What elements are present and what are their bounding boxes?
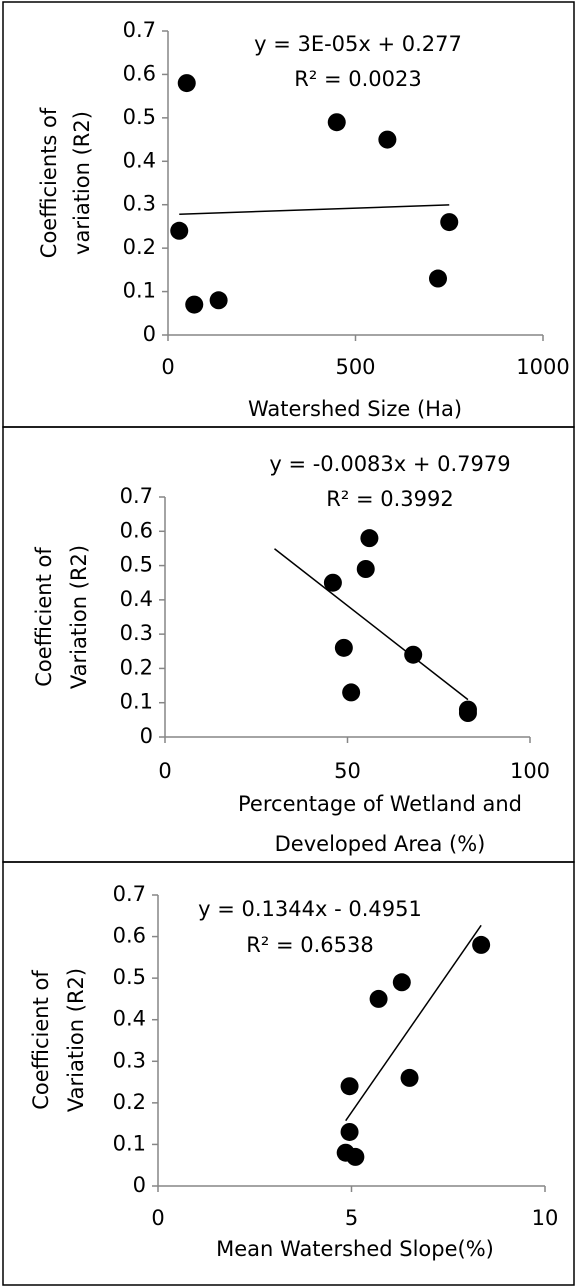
point xyxy=(400,1068,419,1087)
x-tick-label: 0 xyxy=(158,759,171,783)
point xyxy=(327,113,346,132)
y-tick-label: 0.4 xyxy=(113,1007,146,1031)
y-tick-label: 0.5 xyxy=(113,965,146,989)
x-tick-label: 0 xyxy=(151,1206,164,1230)
point xyxy=(177,74,196,93)
y-tick-label: 0.4 xyxy=(123,148,156,172)
point xyxy=(458,704,477,722)
point xyxy=(392,973,411,992)
y-tick-label: 0.3 xyxy=(123,192,156,216)
y-tick-label: 0.3 xyxy=(113,1048,146,1072)
x-tick-label: 1000 xyxy=(516,355,569,379)
x-axis-title: Developed Area (%) xyxy=(275,832,486,856)
y-tick-label: 0.5 xyxy=(123,105,156,129)
x-tick-label: 10 xyxy=(532,1206,559,1230)
panel-frame xyxy=(2,861,575,1286)
point xyxy=(209,291,228,310)
y-tick-label: 0 xyxy=(140,724,153,748)
trendline-equation: y = 0.1344x - 0.4951 xyxy=(198,897,422,921)
point xyxy=(369,989,388,1008)
y-axis-title: Variation (R2) xyxy=(67,545,91,689)
y-tick-label: 0.2 xyxy=(123,235,156,259)
point xyxy=(429,269,447,288)
y-axis-title: Coefficient of xyxy=(32,547,56,687)
y-axis-title: Coefficient of xyxy=(29,970,53,1110)
y-tick-label: 0 xyxy=(133,1173,146,1197)
x-tick-label: 50 xyxy=(334,759,361,783)
point xyxy=(185,295,204,314)
point xyxy=(170,221,189,240)
y-axis-title: variation (R2) xyxy=(70,111,94,255)
point xyxy=(404,645,423,664)
point xyxy=(323,573,342,592)
y-tick-label: 0.4 xyxy=(120,587,153,611)
y-tick-label: 0.7 xyxy=(120,484,153,508)
y-tick-label: 0.5 xyxy=(120,553,153,577)
y-tick-label: 0.1 xyxy=(123,279,156,303)
y-tick-label: 0.1 xyxy=(120,690,153,714)
point xyxy=(360,529,379,548)
y-tick-label: 0.2 xyxy=(113,1090,146,1114)
point xyxy=(356,560,375,578)
x-tick-label: 100 xyxy=(510,759,550,783)
y-tick-label: 0.2 xyxy=(120,655,153,679)
x-tick-label: 5 xyxy=(345,1206,358,1230)
x-axis-title: Watershed Size (Ha) xyxy=(248,397,462,421)
y-tick-label: 0.6 xyxy=(123,61,156,85)
point xyxy=(346,1147,365,1166)
x-tick-label: 500 xyxy=(335,355,375,379)
trendline-equation: y = 3E-05x + 0.277 xyxy=(254,32,462,56)
y-tick-label: 0 xyxy=(143,322,156,346)
y-tick-label: 0.7 xyxy=(123,18,156,42)
y-tick-label: 0.1 xyxy=(113,1131,146,1155)
trendline xyxy=(274,548,469,701)
trendline-equation: y = -0.0083x + 0.7979 xyxy=(269,452,510,476)
y-tick-label: 0.6 xyxy=(120,518,153,542)
trendline xyxy=(345,924,482,1122)
x-axis-title: Mean Watershed Slope(%) xyxy=(216,1237,494,1261)
trendline-equation: R² = 0.6538 xyxy=(246,933,373,957)
point xyxy=(378,130,397,149)
point xyxy=(340,1122,359,1141)
point xyxy=(342,683,361,702)
point xyxy=(340,1077,359,1096)
point xyxy=(472,935,491,954)
trendline-equation: R² = 0.0023 xyxy=(294,67,421,91)
y-axis-title: Variation (R2) xyxy=(64,968,88,1112)
point xyxy=(440,213,459,232)
x-axis-title: Percentage of Wetland and xyxy=(238,792,522,816)
point xyxy=(334,638,353,657)
y-axis-title: Coefficients of xyxy=(37,107,61,258)
trendline xyxy=(179,204,450,216)
x-tick-label: 0 xyxy=(161,355,174,379)
y-tick-label: 0.6 xyxy=(113,924,146,948)
y-tick-label: 0.7 xyxy=(113,882,146,906)
trendline-equation: R² = 0.3992 xyxy=(326,487,453,511)
y-tick-label: 0.3 xyxy=(120,621,153,645)
